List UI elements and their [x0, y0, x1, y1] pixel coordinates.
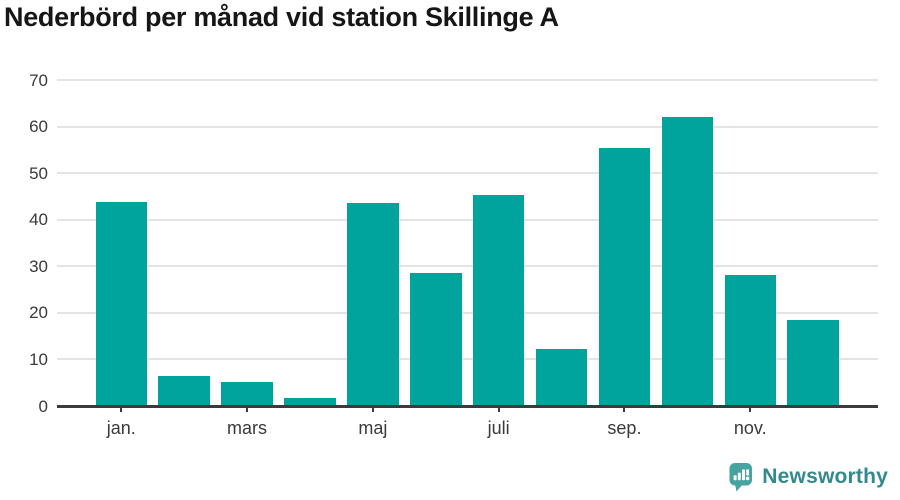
y-tick-label-20: 20 — [29, 303, 48, 323]
bar-sep. — [598, 147, 651, 406]
x-tick-nov — [749, 406, 752, 412]
x-tick-label-mars: mars — [227, 418, 268, 438]
y-tick-label-0: 0 — [38, 396, 48, 416]
gridline-y50 — [57, 172, 878, 175]
bar-feb. — [158, 375, 210, 406]
y-tick-label-30: 30 — [29, 256, 48, 276]
x-tick-label-jan: jan. — [106, 418, 136, 438]
bar-maj — [347, 203, 399, 406]
x-tick-label-maj: maj — [358, 418, 388, 438]
gridline-y20 — [57, 311, 878, 314]
bar-okt. — [661, 117, 714, 406]
y-tick-label-70: 70 — [29, 70, 48, 90]
x-tick-maj — [371, 406, 374, 412]
bar-april — [284, 397, 336, 406]
plot-area: 0 10 20 30 40 50 60 70 jan. mars maj juli sep. nov. — [29, 72, 878, 438]
y-tick-label-40: 40 — [29, 210, 48, 230]
brand-name: Newsworthy — [762, 465, 888, 488]
y-tick-label-10: 10 — [29, 349, 48, 369]
bar-juli — [472, 194, 525, 406]
x-tick-sep — [623, 406, 626, 412]
bar-mars — [221, 381, 273, 406]
y-tick-label-50: 50 — [29, 163, 48, 183]
x-tick-juli — [497, 406, 500, 412]
gridline-y70 — [57, 79, 878, 81]
x-tick-mars — [246, 406, 249, 412]
x-tick-label-nov: nov. — [733, 418, 767, 438]
bar-nov. — [724, 274, 776, 406]
brand-footer: Newsworthy — [729, 460, 888, 494]
newsworthy-logo-icon — [729, 463, 753, 492]
bar-aug. — [535, 349, 588, 406]
bar-dec. — [787, 320, 839, 406]
x-tick-label-sep: sep. — [607, 418, 642, 438]
y-tick-label-60: 60 — [29, 117, 48, 137]
gridline-y10 — [57, 358, 878, 361]
gridline-y60 — [57, 125, 878, 128]
bar-juni — [410, 272, 462, 406]
gridline-y40 — [57, 218, 878, 221]
x-axis-line — [57, 404, 878, 408]
gridline-y30 — [57, 265, 878, 268]
x-tick-label-juli: juli — [487, 418, 510, 438]
bar-jan. — [95, 202, 147, 406]
chart-title: Nederbörd per månad vid station Skilling… — [4, 2, 559, 32]
x-tick-jan — [120, 406, 123, 412]
